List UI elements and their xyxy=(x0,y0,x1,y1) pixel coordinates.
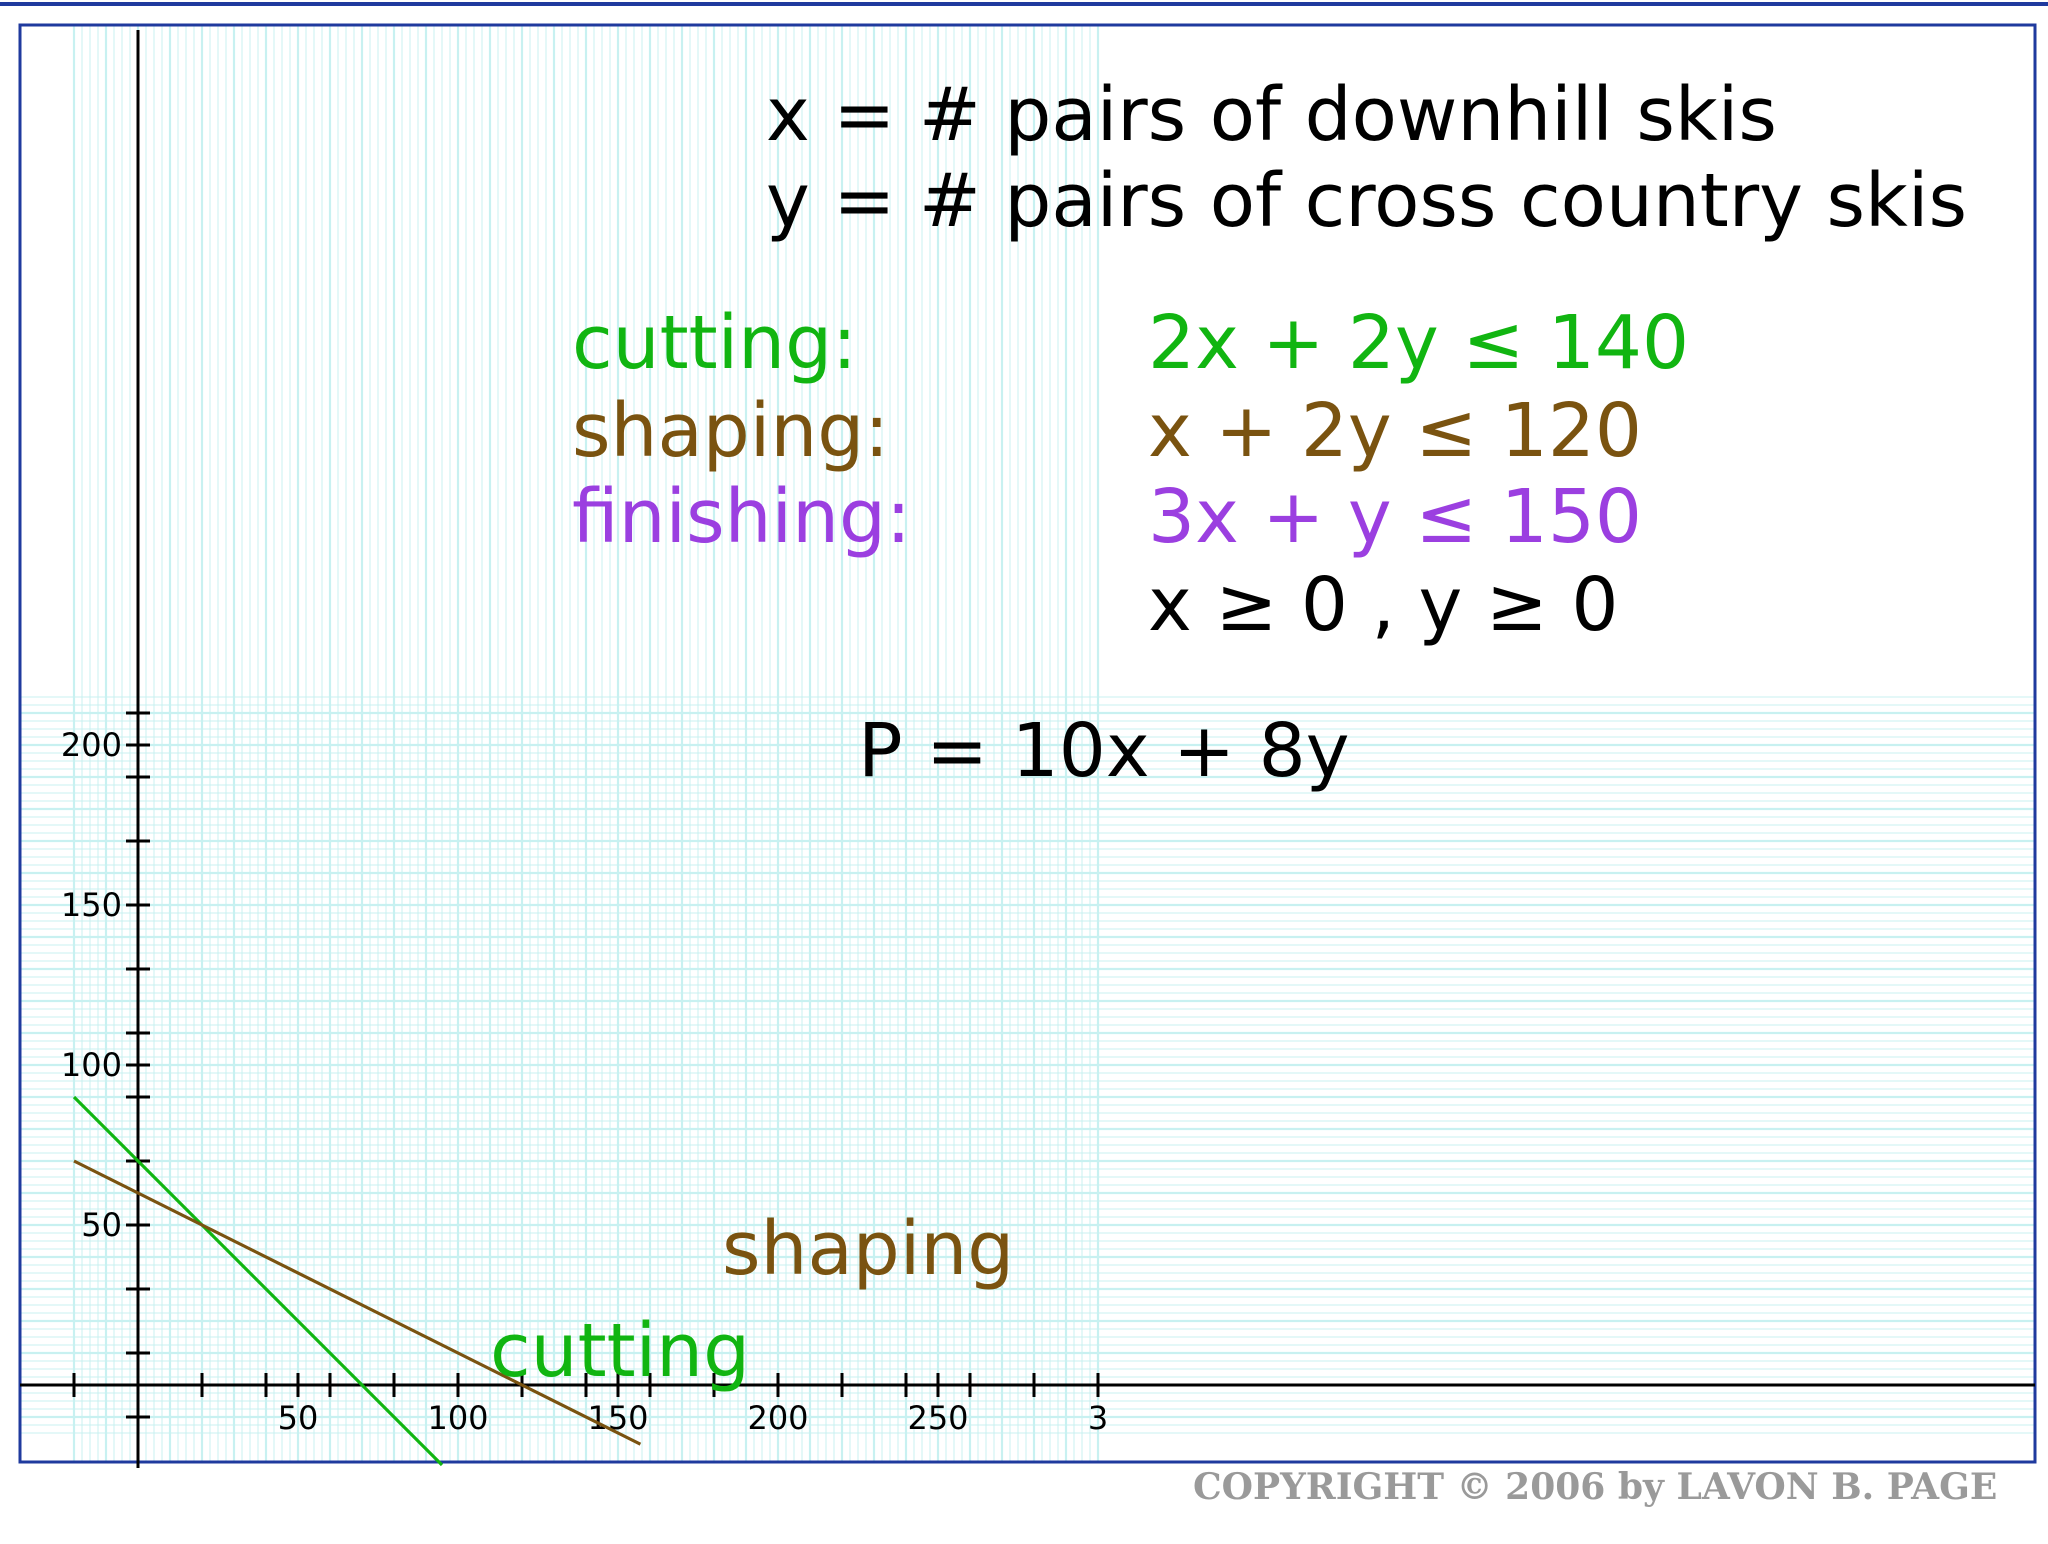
cutting-label: cutting: xyxy=(572,300,857,386)
y-tick-label: 100 xyxy=(61,1046,122,1084)
x-tick-label: 3 xyxy=(1088,1399,1108,1437)
x-tick-label: 50 xyxy=(278,1399,319,1437)
x-tick-label: 200 xyxy=(747,1399,808,1437)
cutting-line-annotation: cutting xyxy=(490,1308,751,1394)
x-tick-label: 250 xyxy=(907,1399,968,1437)
x-tick-label: 100 xyxy=(427,1399,488,1437)
cutting-inequality: 2x + 2y ≤ 140 xyxy=(1148,300,1690,386)
y-tick-label: 200 xyxy=(61,726,122,764)
y-tick-label: 50 xyxy=(81,1206,122,1244)
shaping-label: shaping: xyxy=(572,388,890,474)
copyright-notice: COPYRIGHT © 2006 by LAVON B. PAGE xyxy=(1193,1466,1998,1508)
plot-background xyxy=(20,25,2035,1462)
x-definition: x = # pairs of downhill skis xyxy=(766,72,1777,158)
y-definition: y = # pairs of cross country skis xyxy=(766,158,1968,244)
nonnegativity-constraint: x ≥ 0 , y ≥ 0 xyxy=(1148,562,1619,648)
x-tick-label: 150 xyxy=(587,1399,648,1437)
y-tick-label: 150 xyxy=(61,886,122,924)
objective-function: P = 10x + 8y xyxy=(858,708,1350,794)
shaping-inequality: x + 2y ≤ 120 xyxy=(1148,388,1643,474)
plot-frame xyxy=(18,23,2037,1464)
cutting-line xyxy=(72,1095,444,1467)
shaping-line xyxy=(73,1159,642,1446)
shaping-line-annotation: shaping xyxy=(722,1206,1015,1292)
finishing-label: finishing: xyxy=(572,474,911,560)
finishing-inequality: 3x + y ≤ 150 xyxy=(1148,474,1643,560)
